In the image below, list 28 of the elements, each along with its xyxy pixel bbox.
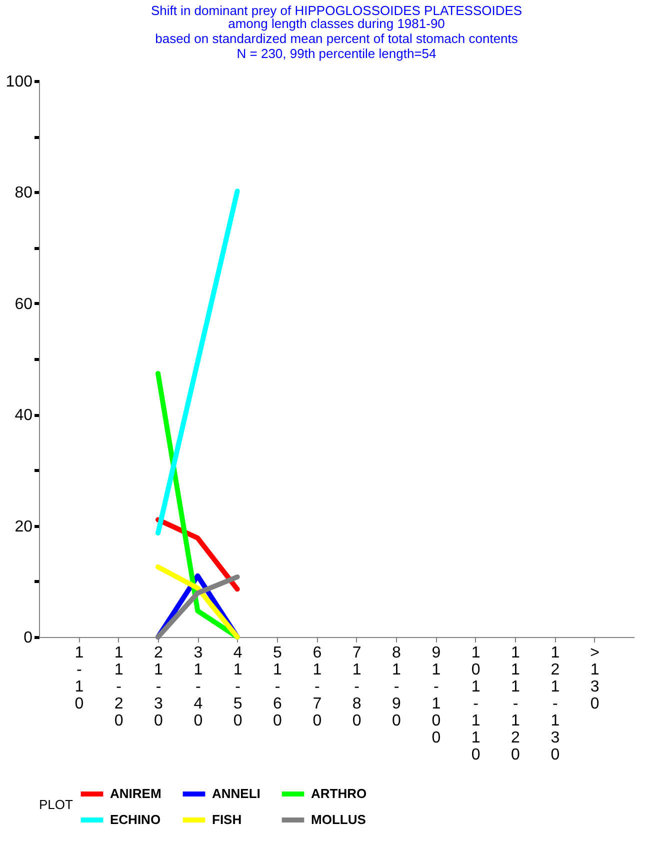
x-tick-label: 91-100 xyxy=(432,644,441,746)
x-tick-label: 61-70 xyxy=(312,644,322,730)
x-tick-label: 101-110 xyxy=(471,644,480,764)
y-tick-label: 0 xyxy=(24,630,33,646)
x-tick-label: >130 xyxy=(590,644,600,712)
legend-label: ARTHRO xyxy=(311,786,367,801)
chart-title: Shift in dominant prey of HIPPOGLOSSOIDES PLATESSOIDES xyxy=(150,3,522,18)
y-tick-label: 60 xyxy=(14,296,33,313)
x-tick-label: 1-10 xyxy=(74,644,84,712)
legend-label: MOLLUS xyxy=(311,812,366,827)
y-tick-label: 80 xyxy=(14,184,33,202)
x-tick-label: 111-120 xyxy=(511,644,520,764)
legend-label: ECHINO xyxy=(110,812,161,827)
legend-label: ANNELI xyxy=(212,786,260,801)
x-tick-label: 41-50 xyxy=(233,644,242,730)
x-tick-label: 31-40 xyxy=(194,644,203,730)
x-tick-label: 51-60 xyxy=(273,644,282,730)
legend-label: FISH xyxy=(212,812,242,827)
x-tick-label: 11-20 xyxy=(114,644,124,730)
y-tick-label: 20 xyxy=(14,518,33,536)
x-tick-label: 21-30 xyxy=(154,644,164,730)
legend-title: PLOT xyxy=(39,797,74,812)
y-tick-label: 40 xyxy=(14,407,33,424)
legend-label: ANIREM xyxy=(110,786,162,801)
x-tick-label: 81-90 xyxy=(392,644,402,730)
x-tick-label: 71-80 xyxy=(352,644,362,730)
y-tick-label: 100 xyxy=(6,74,33,90)
x-tick-label: 121-130 xyxy=(550,644,560,764)
